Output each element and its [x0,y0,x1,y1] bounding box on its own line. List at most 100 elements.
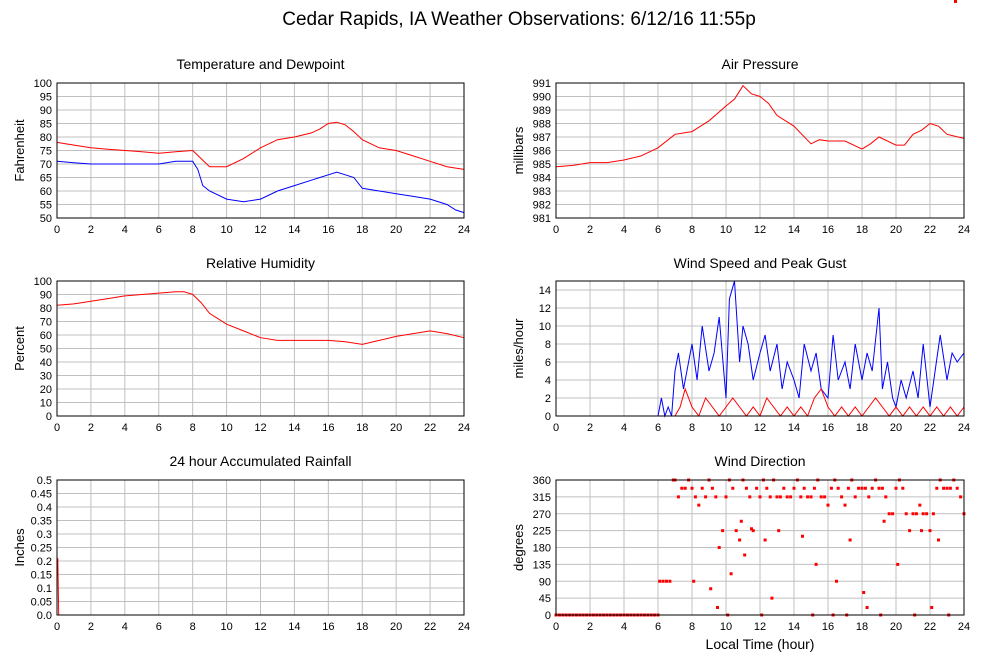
scatter-point [862,591,866,594]
scatter-point [770,596,774,600]
scatter-point [751,529,755,533]
y-tick-label: 986 [533,146,551,158]
scatter-point [676,495,680,499]
y-tick-label: 0.35 [31,516,52,528]
x-tick-label: 18 [356,621,368,633]
y-tick-label: 0.1 [37,583,52,595]
scatter-point [894,486,898,490]
scatter-point [891,512,895,516]
y-axis-label: Fahrenheit [12,119,27,182]
series-line-blue [56,160,465,214]
scatter-point [887,512,891,516]
y-tick-label: 55 [40,200,52,212]
x-tick-label: 14 [788,422,800,434]
scatter-point [931,512,935,516]
scatter-point [748,495,752,499]
x-tick-label: 22 [424,621,436,633]
chart-title: Temperature and Dewpoint [176,56,344,72]
scatter-point [738,538,742,542]
scatter-point [717,546,721,549]
x-tick-label: 0 [54,224,60,236]
x-tick-label: 22 [924,224,936,236]
x-tick-label: 10 [720,621,732,633]
x-tick-label: 20 [390,621,402,633]
x-tick-label: 14 [288,224,300,236]
plot-frame [555,280,965,417]
y-axis-label: millibars [511,126,526,174]
scatter-point [904,512,908,516]
x-tick-label: 0 [54,621,60,633]
x-tick-label: 16 [822,621,834,633]
scatter-point [819,495,823,499]
y-tick-label: 50 [40,213,52,225]
x-tick-label: 16 [322,621,334,633]
x-tick-label: 6 [655,224,661,236]
scatter-point [714,495,718,499]
x-tick-label: 24 [458,621,470,633]
scatter-point [709,587,713,591]
scatter-point [836,486,840,490]
y-tick-label: 50 [40,344,52,356]
series-line-red [556,387,965,418]
x-tick-label: 10 [720,224,732,236]
x-tick-label: 8 [689,621,695,633]
scatter-point [959,495,963,499]
scatter-point [792,486,796,490]
x-tick-label: 0 [54,422,60,434]
x-tick-label: 18 [356,224,368,236]
x-tick-label: 4 [122,224,128,236]
x-tick-label: 22 [924,422,936,434]
scatter-point [948,486,952,490]
y-tick-label: 60 [40,330,52,342]
scatter-point [955,486,959,490]
y-tick-label: 14 [539,285,551,297]
chart-title: Wind Speed and Peak Gust [674,255,847,271]
y-tick-label: 0.45 [31,489,52,501]
y-tick-label: 0 [46,411,52,423]
y-tick-label: 90 [539,576,551,588]
y-tick-label: 0.25 [31,543,52,555]
y-tick-label: 70 [40,159,52,171]
scatter-point [693,495,697,499]
scatter-point [829,486,833,490]
x-tick-label: 6 [156,422,162,434]
x-tick-label: 18 [856,621,868,633]
scatter-point [942,486,946,490]
y-tick-label: 0.0 [37,610,52,622]
scatter-point [901,486,905,490]
x-tick-label: 0 [553,422,559,434]
scatter-point [743,553,747,557]
y-tick-label: 225 [533,526,551,538]
y-tick-label: 60 [40,186,52,198]
scatter-point [870,486,874,490]
scatter-point [658,579,662,583]
x-tick-label: 8 [689,422,695,434]
scatter-point [782,486,786,490]
x-tick-label: 16 [822,422,834,434]
plot-frame [56,280,465,417]
series-line-blue [556,280,965,418]
y-tick-label: 95 [40,92,52,104]
scatter-point [914,512,918,516]
x-tick-label: 20 [890,422,902,434]
y-tick-label: 0.4 [37,502,52,514]
x-tick-label: 0 [553,224,559,236]
scatter-point [853,495,857,499]
scatter-point [877,486,881,490]
x-tick-label: 24 [958,621,970,633]
x-tick-label: 6 [655,422,661,434]
x-tick-label: 14 [788,224,800,236]
y-tick-label: 0.15 [31,570,52,582]
chart-title: Air Pressure [721,56,798,72]
scatter-point [823,495,827,499]
x-tick-label: 12 [254,621,266,633]
scatter-point [734,529,738,533]
x-tick-label: 6 [655,621,661,633]
y-tick-label: 987 [533,132,551,144]
